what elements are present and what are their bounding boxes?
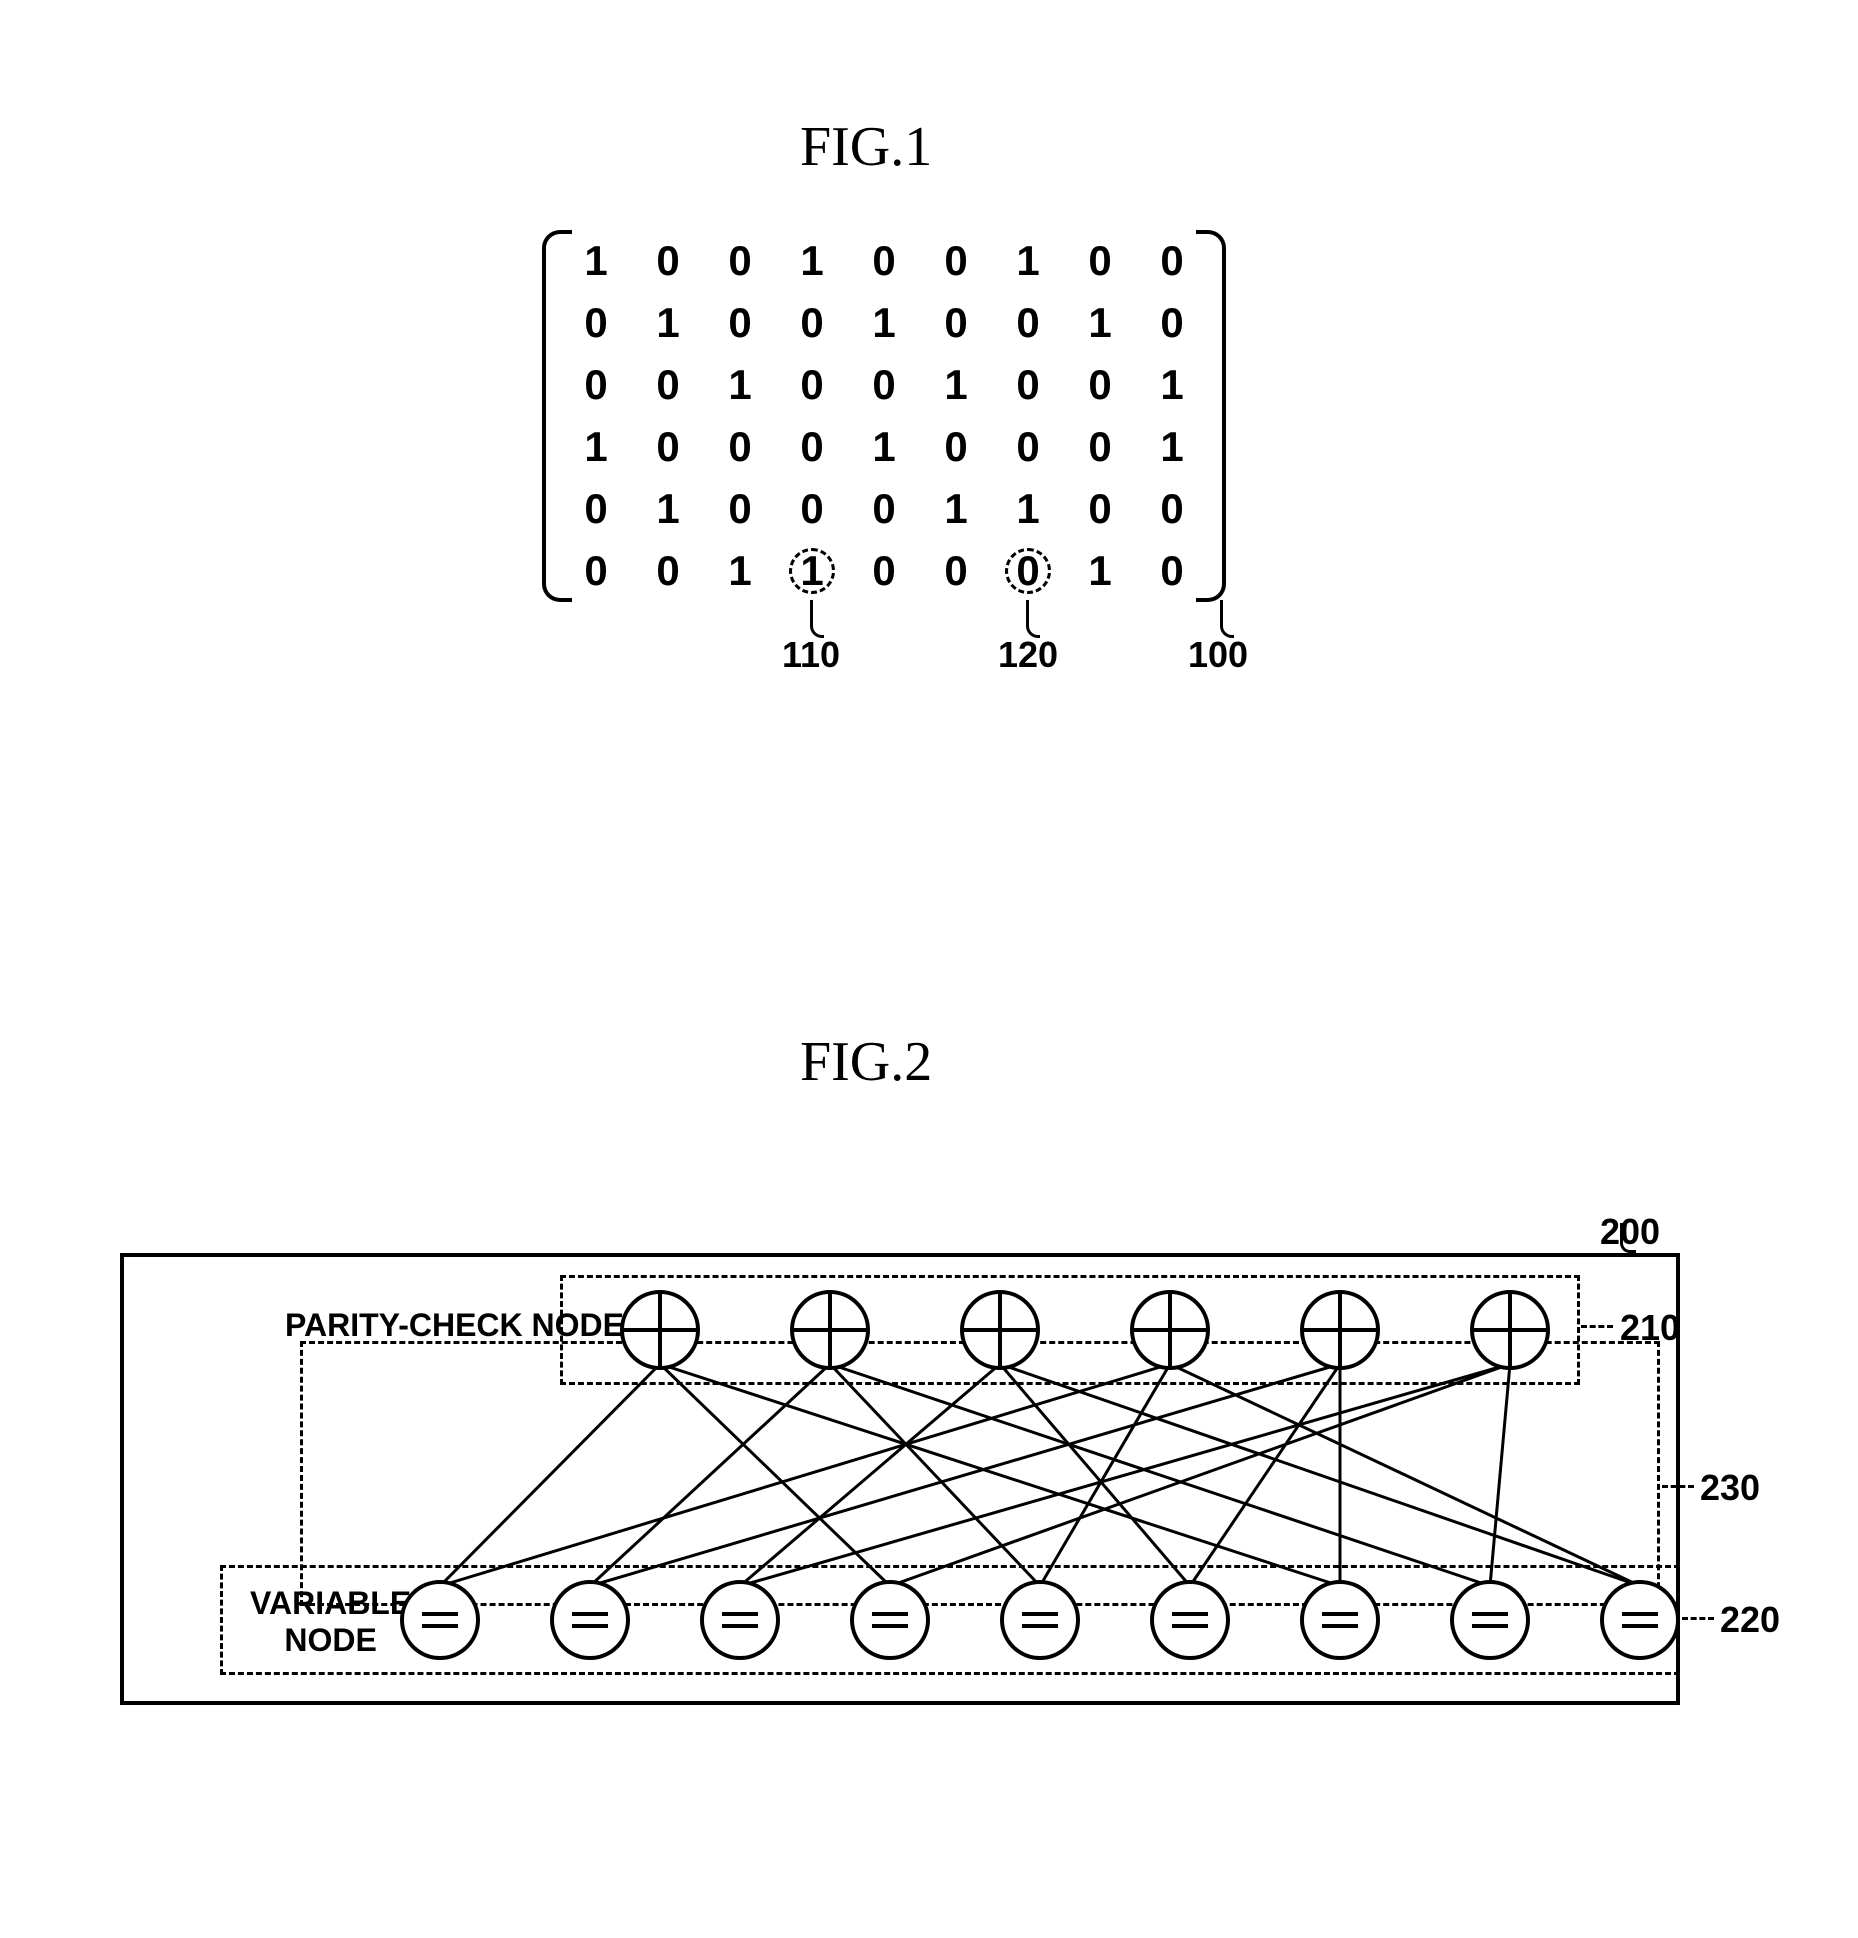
fig2-title: FIG.2 <box>800 1030 932 1094</box>
variable-node <box>1602 1582 1678 1658</box>
matrix-cell: 0 <box>776 354 848 416</box>
ref-220: 220 <box>1720 1599 1780 1641</box>
parity-check-node <box>962 1292 1038 1368</box>
matrix-cell: 0 <box>776 416 848 478</box>
edge <box>590 1364 1340 1586</box>
matrix-cell: 0 <box>704 416 776 478</box>
edge <box>830 1364 1040 1586</box>
ref-tick-210 <box>1581 1325 1613 1328</box>
callout-tick-120 <box>1026 600 1040 638</box>
fig1-title: FIG.1 <box>800 115 932 179</box>
callout-100: 100 <box>1188 634 1248 676</box>
parity-check-node <box>1132 1292 1208 1368</box>
callout-tick-100 <box>1220 600 1234 638</box>
matrix-cell: 1 <box>920 354 992 416</box>
matrix-cell: 0 <box>920 292 992 354</box>
parity-check-matrix: 1001001000100100100010010011000100010100… <box>560 230 1208 602</box>
matrix-cell: 0 <box>632 416 704 478</box>
matrix-cell: 0 <box>992 354 1064 416</box>
matrix-cell: 0 <box>992 540 1064 602</box>
matrix-cell: 0 <box>704 292 776 354</box>
matrix-cell: 0 <box>704 478 776 540</box>
variable-node <box>1002 1582 1078 1658</box>
circled-cell: 0 <box>1005 548 1051 594</box>
matrix-cell: 1 <box>992 230 1064 292</box>
ref-tick-220 <box>1682 1617 1714 1620</box>
matrix-cell: 1 <box>632 292 704 354</box>
matrix-cell: 0 <box>632 354 704 416</box>
matrix-cell: 0 <box>848 354 920 416</box>
matrix-cell: 0 <box>1064 230 1136 292</box>
matrix-cell: 0 <box>848 478 920 540</box>
tanner-graph-svg <box>120 1225 1820 1725</box>
parity-check-node <box>622 1292 698 1368</box>
matrix-cell: 0 <box>992 416 1064 478</box>
variable-node <box>852 1582 928 1658</box>
matrix-cell: 1 <box>848 416 920 478</box>
edge <box>1490 1364 1510 1586</box>
matrix-cell: 1 <box>776 230 848 292</box>
matrix-left-bracket <box>542 230 572 602</box>
matrix-cell: 0 <box>848 230 920 292</box>
callout-120: 120 <box>998 634 1058 676</box>
circled-cell: 1 <box>789 548 835 594</box>
matrix-cell: 0 <box>776 478 848 540</box>
matrix-cell: 1 <box>920 478 992 540</box>
matrix-cell: 1 <box>776 540 848 602</box>
parity-check-node <box>1472 1292 1548 1368</box>
matrix-cell: 1 <box>704 540 776 602</box>
matrix-cell: 1 <box>632 478 704 540</box>
variable-node <box>1452 1582 1528 1658</box>
matrix-cell: 0 <box>1064 478 1136 540</box>
matrix-cell: 0 <box>848 540 920 602</box>
matrix-cell: 0 <box>632 540 704 602</box>
matrix-right-bracket <box>1196 230 1226 602</box>
ref-230: 230 <box>1700 1467 1760 1509</box>
variable-node <box>1152 1582 1228 1658</box>
variable-node <box>702 1582 778 1658</box>
parity-check-node <box>792 1292 868 1368</box>
matrix-cell: 1 <box>704 354 776 416</box>
ref-tick-230 <box>1662 1485 1694 1488</box>
callout-110: 110 <box>782 634 840 676</box>
variable-node <box>402 1582 478 1658</box>
tanner-graph: 200 PARITY-CHECK NODE VARIABLE NODE 210 … <box>120 1225 1680 1705</box>
matrix-cell: 1 <box>992 478 1064 540</box>
matrix-cell: 0 <box>992 292 1064 354</box>
variable-node <box>552 1582 628 1658</box>
matrix-cell: 0 <box>920 540 992 602</box>
matrix-cell: 0 <box>1064 416 1136 478</box>
matrix-cell: 0 <box>704 230 776 292</box>
ref-210: 210 <box>1620 1307 1680 1349</box>
matrix-cell: 0 <box>920 230 992 292</box>
matrix-cell: 0 <box>632 230 704 292</box>
matrix-cell: 1 <box>848 292 920 354</box>
parity-check-node <box>1302 1292 1378 1368</box>
matrix-cell: 1 <box>1064 292 1136 354</box>
variable-node <box>1302 1582 1378 1658</box>
matrix-cell: 0 <box>1064 354 1136 416</box>
matrix-cell: 1 <box>1064 540 1136 602</box>
callout-tick-110 <box>810 600 824 638</box>
edge <box>890 1364 1510 1586</box>
matrix-cell: 0 <box>776 292 848 354</box>
matrix-cell: 0 <box>920 416 992 478</box>
